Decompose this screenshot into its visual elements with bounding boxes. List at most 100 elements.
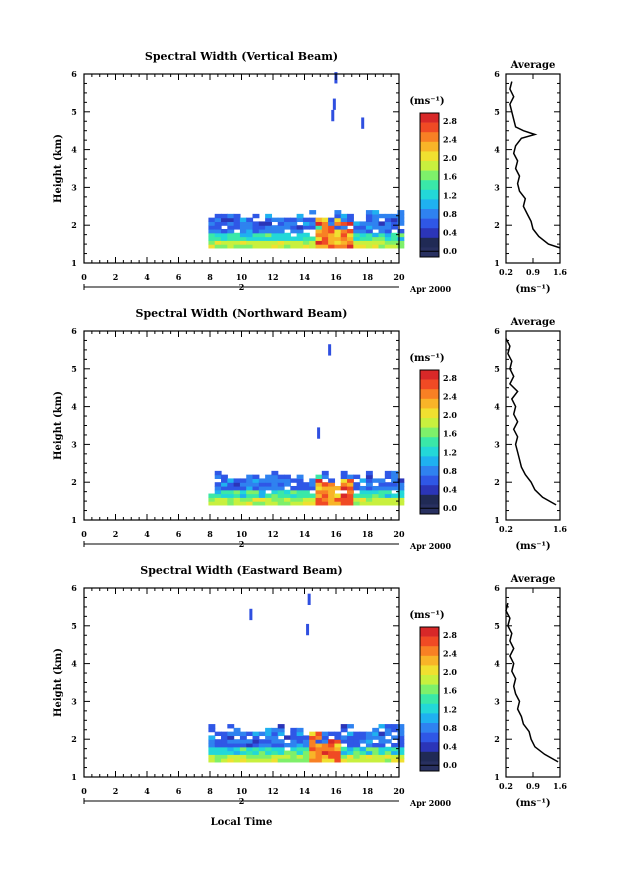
heatmap-cell (353, 497, 361, 502)
heatmap-cell (302, 225, 310, 230)
heatmap-cell (378, 482, 386, 487)
heatmap-cell (347, 754, 354, 759)
colorbar-swatch (420, 237, 439, 248)
heatmap-cell (353, 232, 361, 238)
heatmap-cell (353, 244, 361, 249)
heatmap-cell (359, 244, 367, 249)
avg-y-tick-label: 1 (494, 515, 500, 525)
colorbar-swatch (420, 732, 439, 743)
heatmap-cell (365, 750, 373, 755)
heatmap-cell (265, 244, 273, 249)
colorbar-swatch (420, 379, 439, 390)
heatmap-cell (353, 236, 361, 241)
x-tick-label: 2 (113, 529, 119, 539)
isolated-echo (361, 117, 365, 129)
heatmap-cell (315, 489, 323, 495)
heatmap-cell (315, 244, 323, 249)
heatmap-cell (277, 758, 285, 763)
heatmap-cell (359, 478, 367, 483)
heatmap-cell (265, 474, 273, 480)
heatmap-cell (284, 482, 291, 487)
x-tick-label: 16 (330, 786, 342, 796)
heatmap-cell (378, 493, 386, 498)
heatmap-cell (221, 746, 228, 752)
heatmap-cell (208, 497, 216, 502)
heatmap-cell (309, 735, 317, 740)
isolated-echo (317, 427, 321, 439)
avg-y-tick-label: 5 (494, 107, 500, 117)
heatmap-cell (309, 236, 317, 241)
colorbar-tick-label: 2.4 (443, 649, 457, 659)
heatmap-cell (347, 485, 354, 491)
heatmap-cell (334, 750, 342, 755)
heatmap-cell (246, 240, 254, 245)
heatmap-cell (277, 493, 285, 498)
colorbar-swatch (420, 408, 439, 419)
heatmap-cell (296, 758, 304, 763)
heatmap-cell (334, 236, 342, 241)
heatmap-cell (347, 240, 354, 245)
heatmap-cell (214, 739, 222, 744)
heatmap-cell (239, 493, 247, 498)
heatmap-cell (359, 501, 367, 506)
heatmap-cell (397, 731, 405, 737)
heatmap-cell (347, 493, 354, 498)
day-label: 2 (239, 282, 245, 292)
avg-x-tick-label: 1.6 (553, 524, 567, 534)
heatmap-cell (315, 735, 323, 740)
heatmap-cell (340, 739, 348, 744)
colorbar-unit: (ms⁻¹) (409, 353, 444, 364)
heatmap-cell (258, 750, 266, 755)
heatmap-cell (233, 489, 241, 495)
heatmap-cell (328, 746, 336, 752)
heatmap-cell (384, 746, 392, 752)
heatmap-cell (271, 244, 279, 249)
heatmap-cell (252, 213, 260, 219)
heatmap-cell (252, 489, 260, 495)
heatmap-cell (277, 244, 285, 249)
heatmap-cell (372, 750, 380, 755)
heatmap-cell (321, 482, 329, 487)
average-frame (505, 73, 561, 264)
average-title: Average (510, 317, 556, 328)
heatmap-cell (246, 758, 254, 763)
heatmap-cell (208, 746, 216, 752)
y-tick-label: 2 (71, 477, 77, 487)
heatmap-cell (334, 735, 342, 740)
y-axis-label: Height (km) (53, 134, 64, 203)
heatmap-cell (284, 221, 291, 226)
isolated-echo (331, 109, 335, 122)
heatmap-cell (296, 485, 304, 491)
heatmap-cell (296, 735, 304, 740)
heatmap-cell (214, 240, 222, 245)
heatmap-cell (384, 236, 392, 241)
heatmap-cell (271, 240, 279, 245)
heatmap-cell (365, 210, 373, 215)
heatmap-cell (397, 727, 405, 733)
heatmap-cell (252, 497, 260, 502)
heatmap-cell (353, 482, 361, 487)
heatmap-cell (365, 236, 373, 241)
heatmap-cell (252, 236, 260, 241)
heatmap-cell (227, 478, 235, 483)
heatmap-cell (284, 758, 291, 763)
heatmap-cell (328, 244, 336, 249)
heatmap-cell (378, 754, 386, 759)
y-tick-label: 5 (71, 107, 77, 117)
heatmap-cell (334, 501, 342, 506)
x-tick-label: 20 (393, 529, 405, 539)
heatmap-cell (277, 236, 285, 241)
average-profile-line (505, 602, 559, 763)
colorbar-swatch (420, 684, 439, 695)
heatmap-cell (227, 501, 235, 506)
heatmap-cell (347, 482, 354, 487)
heatmap-cell (321, 474, 329, 480)
heatmap-cell (227, 735, 235, 740)
avg-x-tick-label: 1.6 (553, 267, 567, 277)
heatmap-cell (397, 735, 405, 740)
date-label: Apr 2000 (409, 541, 452, 551)
heatmap-cell (290, 501, 298, 506)
heatmap-cell (378, 228, 386, 234)
heatmap-cell (347, 232, 354, 238)
heatmap-cell (290, 750, 298, 755)
